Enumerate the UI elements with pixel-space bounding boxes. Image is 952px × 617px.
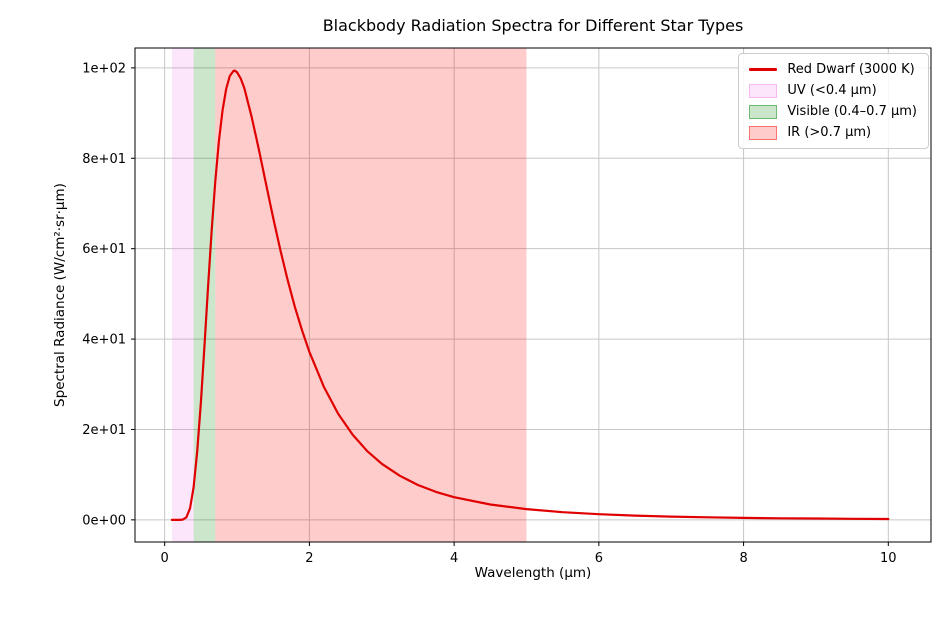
x-tick-label: 8 <box>739 551 747 566</box>
y-tick-label: 4e+01 <box>82 333 126 348</box>
uv-band <box>171 48 194 542</box>
x-tick-label: 10 <box>880 551 897 566</box>
ir-band <box>215 48 527 542</box>
legend-item-visible: Visible (0.4–0.7 μm) <box>749 103 917 120</box>
spectrum-bands <box>171 48 527 542</box>
legend-patch-swatch <box>749 125 778 140</box>
legend-patch-swatch <box>749 83 778 98</box>
visible-band <box>193 48 216 542</box>
legend: Red Dwarf (3000 K) UV (<0.4 μm) Visible (0… <box>738 53 929 149</box>
x-tick-label: 2 <box>305 551 313 566</box>
x-tick-label: 4 <box>450 551 458 566</box>
data-series <box>170 69 890 521</box>
y-tick-label: 0e+00 <box>82 513 126 528</box>
plot-frame <box>134 47 932 543</box>
legend-item-ir: IR (>0.7 μm) <box>749 124 917 141</box>
y-tick-label: 1e+02 <box>82 61 126 76</box>
axis-ticks: 0 2 4 6 8 10 0e+00 2e+01 4e+01 6e+01 8e+01 1e+02 <box>82 61 896 566</box>
legend-item-label: Visible (0.4–0.7 μm) <box>787 104 917 119</box>
x-tick-label: 6 <box>595 551 603 566</box>
y-tick-label: 6e+01 <box>82 242 126 257</box>
x-axis-label: Wavelength (μm) <box>475 565 592 581</box>
legend-line-swatch <box>749 68 778 71</box>
legend-item-red-dwarf: Red Dwarf (3000 K) <box>749 61 917 78</box>
legend-item-label: UV (<0.4 μm) <box>787 83 877 98</box>
y-axis-label: Spectral Radiance (W/cm²·sr·μm) <box>52 183 68 407</box>
series-curve-red-dwarf <box>170 69 890 521</box>
legend-item-label: Red Dwarf (3000 K) <box>787 62 915 77</box>
y-tick-label: 8e+01 <box>82 152 126 167</box>
chart-title: Blackbody Radiation Spectra for Differen… <box>323 16 744 35</box>
legend-item-uv: UV (<0.4 μm) <box>749 82 917 99</box>
y-tick-label: 2e+01 <box>82 423 126 438</box>
legend-patch-swatch <box>749 104 778 119</box>
legend-item-label: IR (>0.7 μm) <box>787 125 872 140</box>
x-tick-label: 0 <box>161 551 169 566</box>
